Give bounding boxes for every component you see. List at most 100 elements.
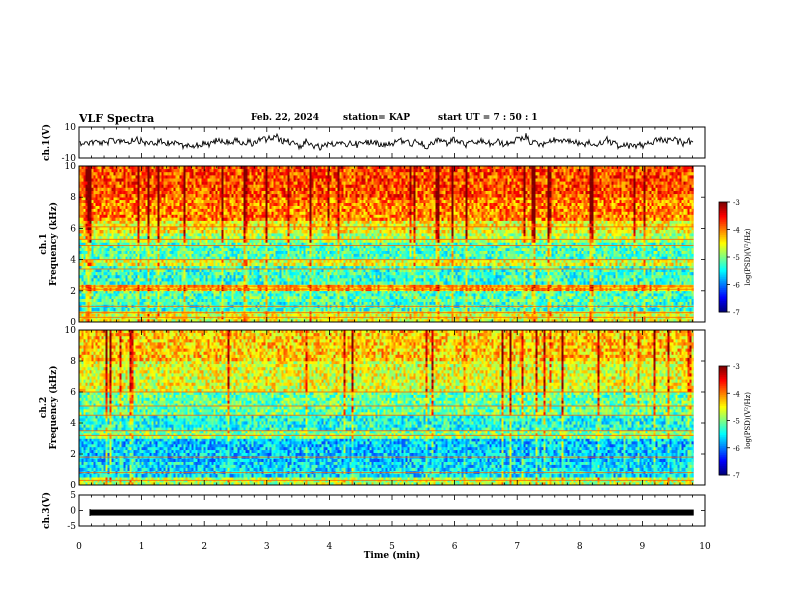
spectrogram-cell (92, 188, 94, 191)
spectrogram-cell (112, 194, 114, 197)
spectrogram-cell (130, 221, 132, 224)
spectrogram-cell (118, 191, 120, 194)
spectrogram-cell (104, 197, 106, 200)
spectrogram-cell (134, 269, 136, 272)
spectrogram-cell (100, 296, 102, 299)
spectrogram-cell (104, 200, 106, 203)
spectrogram-cells (80, 166, 696, 322)
spectrogram-cell (130, 191, 132, 194)
spectrogram-cell (88, 254, 90, 257)
spectrogram-cell (128, 254, 130, 257)
spectrogram-cell (86, 269, 88, 272)
spectrogram-cell (124, 221, 126, 224)
spectrogram-cell (118, 254, 120, 257)
spectrogram-cell (84, 260, 86, 263)
spectrogram-cell (94, 294, 96, 297)
spectrogram-cell (110, 269, 112, 272)
spectrogram-cell (134, 314, 136, 317)
spectrogram-cell (82, 291, 84, 294)
spectrogram-cell (112, 275, 114, 278)
spectrogram-cell (104, 233, 106, 236)
spectrogram-cell (114, 314, 116, 317)
spectrogram-cell (120, 221, 122, 224)
spectrogram-cell (100, 299, 102, 302)
spectrogram-cell (112, 291, 114, 294)
spectrogram-cell (82, 215, 84, 218)
spectrogram-cell (106, 185, 108, 188)
spectrogram-cell (128, 233, 130, 236)
spectrogram-cell (94, 169, 96, 172)
spectrogram-cell (96, 281, 98, 284)
spectrogram-cell (122, 197, 124, 200)
spectrogram-cell (90, 209, 92, 212)
spectrogram-cell (106, 302, 108, 305)
spectrogram-cell (108, 169, 110, 172)
spectrogram-cell (96, 212, 98, 215)
spectrogram-cell (110, 296, 112, 299)
spectrogram-cell (100, 294, 102, 297)
spectrogram-cell (108, 260, 110, 263)
spectrogram-cell (112, 251, 114, 254)
spectrogram-cell (100, 166, 102, 169)
spectrogram-cell (102, 200, 104, 203)
spectrogram-cell (108, 182, 110, 185)
spectrogram-cell (114, 191, 116, 194)
spectrogram-cell (102, 230, 104, 233)
spectrogram-cell (80, 269, 82, 272)
spectrogram-cell (116, 200, 118, 203)
spectrogram-cell (114, 166, 116, 169)
spectrogram-cell (132, 294, 134, 297)
spectrogram-cell (130, 209, 132, 212)
spectrogram-cell (90, 248, 92, 251)
spectrogram-cell (112, 254, 114, 257)
spectrogram-cell (112, 299, 114, 302)
spectrogram-cell (114, 299, 116, 302)
spectrogram-cell (116, 218, 118, 221)
y-tick-label: 10 (65, 123, 77, 133)
spectrogram-cell (124, 260, 126, 263)
spectrogram-cell (118, 263, 120, 266)
spectrogram-cell (82, 179, 84, 182)
spectrogram-cell (102, 296, 104, 299)
spectrogram-cell (124, 281, 126, 284)
spectrogram-cell (102, 212, 104, 215)
spectrogram-cell (92, 191, 94, 194)
spectrogram-cell (122, 194, 124, 197)
spectrogram-cell (84, 182, 86, 185)
spectrogram-cell (94, 209, 96, 212)
spectrogram-cell (84, 263, 86, 266)
spectrogram-cell (128, 206, 130, 209)
spectrogram-cell (90, 308, 92, 311)
spectrogram-cell (94, 248, 96, 251)
spectrogram-cell (98, 166, 100, 169)
spectrogram-cell (132, 194, 134, 197)
spectrogram-cell (110, 294, 112, 297)
y-axis-label: ch.1(V) (41, 124, 52, 161)
spectrogram-cell (94, 296, 96, 299)
spectrogram-cell (82, 248, 84, 251)
spectrogram-cell (86, 221, 88, 224)
spectrogram-cell (132, 275, 134, 278)
spectrogram-cell (126, 296, 128, 299)
spectrogram-cell (86, 206, 88, 209)
spectrogram-cell (116, 185, 118, 188)
spectrogram-cell (98, 179, 100, 182)
spectrogram-cell (88, 281, 90, 284)
spectrogram-cell (130, 272, 132, 275)
spectrogram-cell (104, 254, 106, 257)
spectrogram-cell (88, 182, 90, 185)
spectrogram-cell (100, 278, 102, 281)
spectrogram-cell (110, 215, 112, 218)
spectrogram-cell (130, 314, 132, 317)
spectrogram-cell (102, 294, 104, 297)
spectrogram-cell (100, 221, 102, 224)
spectrogram-cell (100, 260, 102, 263)
spectrogram-cell (104, 314, 106, 317)
spectrogram-cell (96, 185, 98, 188)
spectrogram-cell (118, 172, 120, 175)
spectrogram-cell (122, 185, 124, 188)
spectrogram-cell (124, 275, 126, 278)
spectrogram-cell (126, 175, 128, 178)
spectrogram-cell (98, 182, 100, 185)
spectrogram-cell (86, 185, 88, 188)
